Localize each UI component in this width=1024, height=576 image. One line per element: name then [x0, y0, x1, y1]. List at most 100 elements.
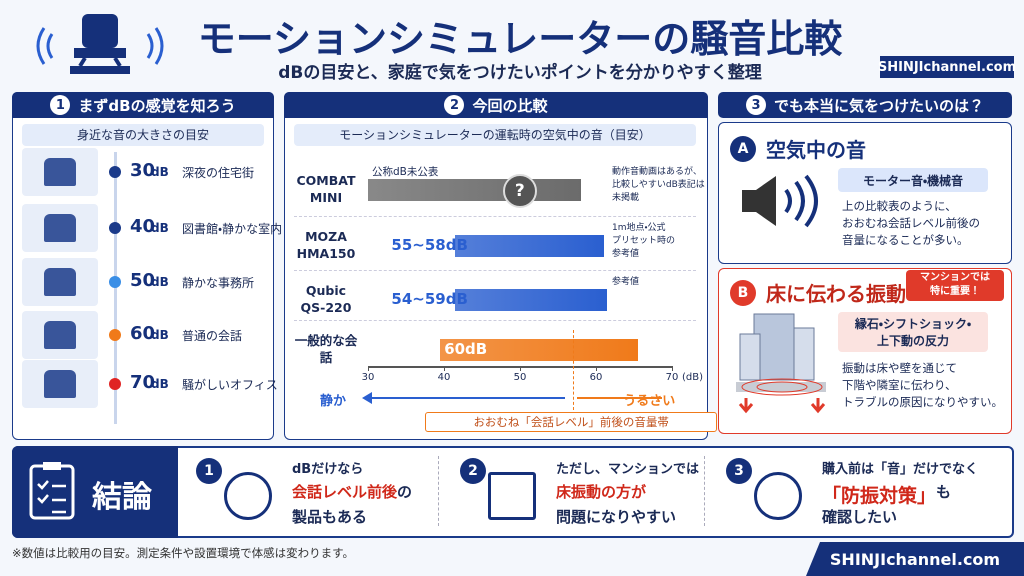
x-tick-label: 60 — [589, 372, 603, 383]
row-note: 動作音動画はあるが、 比較しやすいdB表記は 未掲載 — [612, 167, 705, 203]
icon — [44, 268, 76, 296]
item-line3: 問題になりやすい — [556, 508, 677, 526]
x-axis-label: (dB) — [682, 372, 704, 383]
item-line3: 確認したい — [822, 508, 898, 526]
x-tick-label: 40 — [437, 372, 451, 383]
panel-2-header: 2 今回の比較 — [284, 92, 708, 118]
level-unit: dB — [151, 221, 169, 235]
icon — [44, 321, 76, 349]
row-divider — [294, 270, 696, 271]
conclusion-label-bg — [12, 446, 178, 538]
level-value: 70 — [130, 372, 156, 393]
icon — [44, 158, 76, 186]
symbol: ? — [502, 174, 537, 208]
level-dot — [109, 276, 121, 288]
range-bar — [368, 179, 581, 201]
letter-a: A — [730, 136, 756, 162]
level-unit: dB — [151, 377, 169, 391]
item-after: の — [397, 483, 413, 501]
letter-b: B — [730, 280, 756, 306]
footnote: ※数値は比較用の目安。測定条件や設置環境で体感は変わります。 — [12, 546, 354, 560]
item-highlight: 床振動の方が — [556, 483, 647, 501]
item-line3: 製品もある — [292, 508, 368, 526]
range-label: 55~58dB — [391, 236, 468, 254]
item-line1: dBだけなら — [292, 462, 364, 477]
row-note: 参考値 — [612, 277, 640, 287]
tick-mark — [596, 366, 597, 371]
icon — [44, 214, 76, 242]
item-line2: 「防振対策」も — [822, 481, 951, 508]
loud-label: うるさい — [623, 394, 676, 409]
tick-mark — [672, 366, 673, 371]
warning-badge: マンションでは 特に重要！ — [906, 270, 1004, 301]
level-value: 40 — [130, 216, 156, 237]
x-tick-label: 50 — [513, 372, 527, 383]
level-unit: dB — [151, 328, 169, 342]
level-text: 騒がしいオフィス — [182, 378, 278, 392]
scale-line — [114, 152, 117, 424]
site-badge: SHINJIchannel.com — [878, 56, 1016, 78]
level-value: 30 — [130, 160, 156, 181]
panel-1-header: 1 まずdBの感覚を知ろう — [12, 92, 274, 118]
row-name: COMBAT MINI — [296, 173, 356, 205]
a-title: 空気中の音 — [766, 138, 866, 162]
item-line2: 床振動の方が — [556, 481, 646, 502]
checklist-icon — [29, 462, 75, 520]
x-tick-label: 70 — [665, 372, 679, 383]
range-bar — [455, 235, 604, 257]
footer-badge: SHINJIchannel.com — [806, 542, 1024, 576]
row-divider — [294, 320, 696, 321]
divider — [438, 456, 439, 526]
level-dot — [109, 329, 121, 341]
panel-title: まずdBの感覚を知ろう — [78, 96, 236, 115]
row-divider — [294, 216, 696, 217]
level-text: 普通の会話 — [182, 329, 243, 343]
row-name: Qubic QS-220 — [300, 283, 352, 315]
panel-3-header: 3 でも本当に気をつけたいのは？ — [718, 92, 1012, 118]
a-text: 上の比較表のように、 おおむね会話レベル前後の 音量になることが多い。 — [842, 199, 980, 247]
level-value: 50 — [130, 270, 156, 291]
item-after: も — [936, 483, 952, 501]
level-value: 60 — [130, 323, 156, 344]
band-line — [573, 330, 575, 410]
panel-subtitle: モーションシミュレーターの運転時の空気中の音（目安） — [294, 124, 696, 146]
item-number: 2 — [460, 458, 486, 484]
panel-title: でも本当に気をつけたいのは？ — [773, 96, 984, 115]
subtitle: dBの目安と、家庭で気をつけたいポイントを分かりやすく整理 — [278, 63, 762, 83]
title: モーションシミュレーターの騒音比較 — [197, 17, 843, 61]
range-label: 54~59dB — [391, 290, 468, 308]
item-line1: ただし、マンションでは — [556, 462, 700, 477]
tick-mark — [520, 366, 521, 371]
conclusion — [12, 446, 1014, 538]
range-bar — [440, 339, 638, 361]
level-text: 深夜の住宅街 — [182, 166, 255, 180]
loud-arrow — [577, 397, 662, 399]
item-icon — [488, 472, 536, 520]
range-label: 公称dB未公表 — [372, 166, 439, 178]
tick-mark — [444, 366, 445, 371]
level-unit: dB — [151, 275, 169, 289]
range-bar — [455, 289, 608, 311]
quiet-arrowhead — [362, 392, 372, 404]
conclusion-title: 結論 — [92, 480, 152, 515]
x-tick-label: 30 — [361, 372, 375, 383]
range-label: 60dB — [444, 340, 488, 358]
header-icon — [36, 14, 164, 74]
b-text: 振動は床や壁を通じて 下階や隣室に伝わり、 トラブルの原因になりやすい。 — [842, 361, 1003, 409]
quiet-arrow — [372, 397, 566, 399]
row-name: 一般的な会話 — [294, 333, 358, 365]
icon — [44, 370, 76, 398]
panel-title: 今回の比較 — [472, 96, 548, 115]
a-tag: モーター音・機械音 — [838, 168, 988, 192]
building-icon — [736, 313, 826, 414]
row-name: MOZA HMA150 — [296, 229, 356, 261]
band-label: おおむね「会話レベル」前後の音量帯 — [425, 412, 718, 432]
tick-mark — [368, 366, 369, 371]
b-tag: 縁石・シフトショック・ 上下動の反力 — [838, 312, 988, 352]
quiet-label: 静か — [320, 394, 347, 409]
level-dot — [109, 222, 121, 234]
panel-2 — [284, 92, 708, 440]
b-title: 床に伝わる振動 — [766, 282, 906, 306]
item-highlight: 会話レベル前後 — [292, 483, 398, 501]
